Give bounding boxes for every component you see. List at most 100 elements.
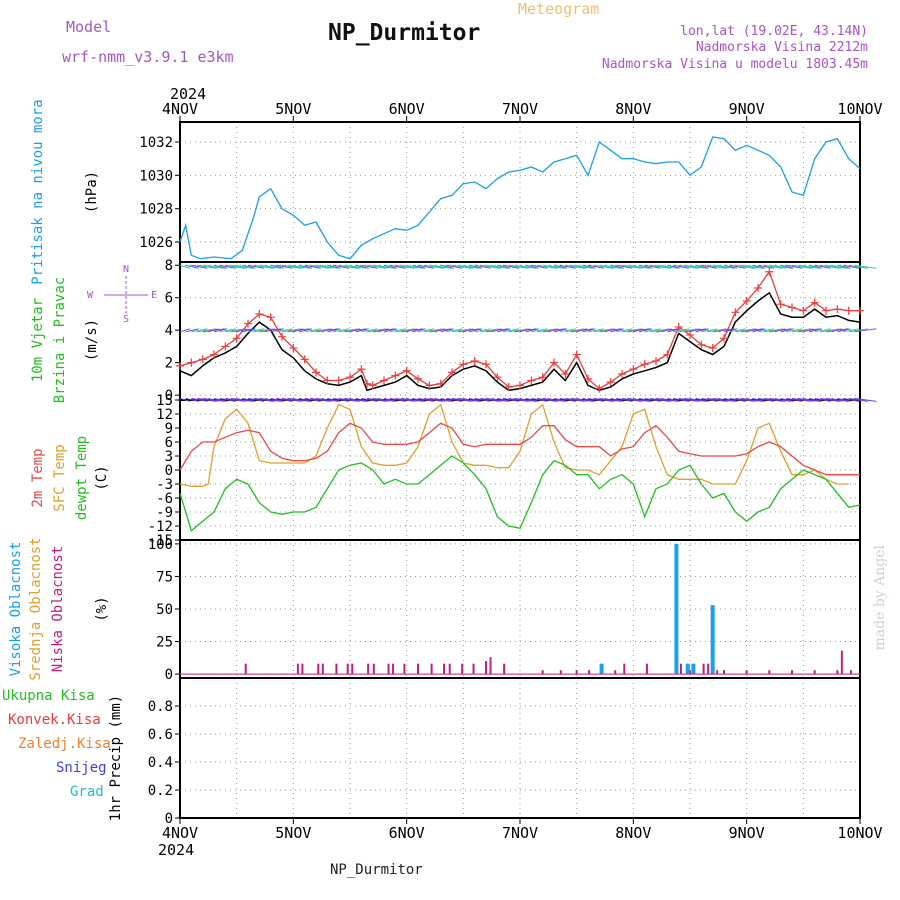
wind-obs-marker xyxy=(244,319,252,328)
wind-barb xyxy=(706,397,727,402)
wind-barb xyxy=(831,328,842,333)
wind-barb xyxy=(718,264,729,269)
wind-barb xyxy=(185,397,199,402)
y-tick-label: 1030 xyxy=(139,168,173,184)
y-tick-label: -6 xyxy=(156,491,173,507)
pressure-unit: (hPa) xyxy=(84,171,100,213)
y-tick-label: 6 xyxy=(165,291,173,307)
temp-unit: (C) xyxy=(94,465,110,490)
wind-barb xyxy=(225,328,245,333)
wind-obs-marker xyxy=(833,305,842,314)
y-tick-label: 1032 xyxy=(139,135,173,151)
wind-barb xyxy=(355,264,369,269)
wind-barb xyxy=(440,397,454,402)
wind-barb xyxy=(446,328,463,333)
wind-barb xyxy=(548,397,559,402)
wind-obs-marker xyxy=(720,334,728,343)
wind-barb xyxy=(349,264,361,269)
wind-barb xyxy=(349,328,361,333)
wind-barb xyxy=(179,264,191,269)
wind-barb xyxy=(763,397,783,402)
wind-barb xyxy=(361,397,378,402)
wind-barb xyxy=(304,328,321,333)
wind-barb xyxy=(803,264,814,269)
wind-barb xyxy=(349,397,361,402)
x-tick-label-bottom: 5NOV xyxy=(275,824,311,842)
wind-barb xyxy=(718,328,729,333)
wind-barb xyxy=(208,397,219,402)
wind-barb xyxy=(366,397,387,402)
wind-barb xyxy=(474,328,491,333)
wind-obs-marker xyxy=(255,309,264,318)
wind-barb xyxy=(423,397,443,402)
wind-barb xyxy=(468,397,483,402)
wind-obs-marker xyxy=(731,308,740,317)
cloud-low-bar xyxy=(813,670,816,675)
cloud-low-bar xyxy=(443,663,446,675)
cloud-low-bar xyxy=(244,663,247,675)
wind-barb xyxy=(338,328,358,333)
wind-obs-marker xyxy=(742,296,751,305)
wind-speed-model-line xyxy=(179,291,861,392)
wind-barb xyxy=(837,328,851,333)
model-name: wrf-nmm_v3.9.1 e3km xyxy=(62,48,234,66)
cloud-low-bar xyxy=(403,663,406,675)
wind-barb xyxy=(242,328,256,333)
wind-obs-marker xyxy=(538,373,547,382)
page-title: NP_Durmitor xyxy=(328,20,481,46)
y-tick-label: 0 xyxy=(165,463,173,479)
wind-obs-marker xyxy=(289,344,298,353)
wind-barb xyxy=(718,397,729,402)
wind-barb xyxy=(752,397,766,402)
wind-obs-marker xyxy=(754,283,762,292)
cloud-unit: (%) xyxy=(94,596,110,621)
model-elevation-label: Nadmorska Visina u modelu 1803.45m xyxy=(601,57,868,72)
wind-barb xyxy=(729,397,746,402)
wind-barb xyxy=(650,397,670,402)
lonlat-label: lon,lat (19.02E, 43.14N) xyxy=(680,24,868,39)
wind-obs-marker xyxy=(482,360,490,369)
cloud-low-bar xyxy=(716,670,719,675)
wind-barb xyxy=(780,328,794,333)
wind-barb xyxy=(361,328,378,333)
wind-barb xyxy=(298,264,313,269)
wind-obs-marker xyxy=(810,298,819,307)
wind-obs-marker xyxy=(357,365,366,374)
wind-barb xyxy=(837,397,851,402)
wind-barb xyxy=(446,397,463,402)
wind-barb xyxy=(321,397,332,402)
wind-barb xyxy=(729,264,746,269)
cloud-low-bar xyxy=(623,663,626,675)
x-tick-label-bottom: 10NOV xyxy=(837,824,882,842)
wind-barb xyxy=(474,264,491,269)
wind-barb xyxy=(757,264,775,269)
wind-barb xyxy=(752,264,766,269)
wind-barb xyxy=(474,397,491,402)
wind-barb xyxy=(497,397,511,402)
wind-obs-marker xyxy=(198,355,207,364)
cloud-low-bar xyxy=(679,663,682,675)
wind-barb xyxy=(196,397,217,402)
wind-barb xyxy=(451,328,472,333)
wind-barb xyxy=(219,328,236,333)
wind-barb xyxy=(361,264,378,269)
wind-barb xyxy=(378,264,389,269)
wind-barb xyxy=(842,264,860,269)
cloud-low-bar xyxy=(335,663,338,675)
wind-barb xyxy=(276,264,293,269)
wind-barb xyxy=(434,397,446,402)
wind-barb xyxy=(508,264,528,269)
x-tick-label-bottom: 7NOV xyxy=(502,824,538,842)
wind-barb xyxy=(179,397,191,402)
wind-barb xyxy=(253,328,273,333)
wind-barb xyxy=(854,397,877,402)
wind-barb xyxy=(706,328,727,333)
wind-barb xyxy=(746,328,757,333)
wind-barb xyxy=(378,397,389,402)
wind-obs-marker xyxy=(221,342,230,351)
cloud-low-bar xyxy=(588,670,591,675)
wind-barb xyxy=(480,397,500,402)
wind-barb xyxy=(247,264,265,269)
wind-barb xyxy=(587,328,605,333)
